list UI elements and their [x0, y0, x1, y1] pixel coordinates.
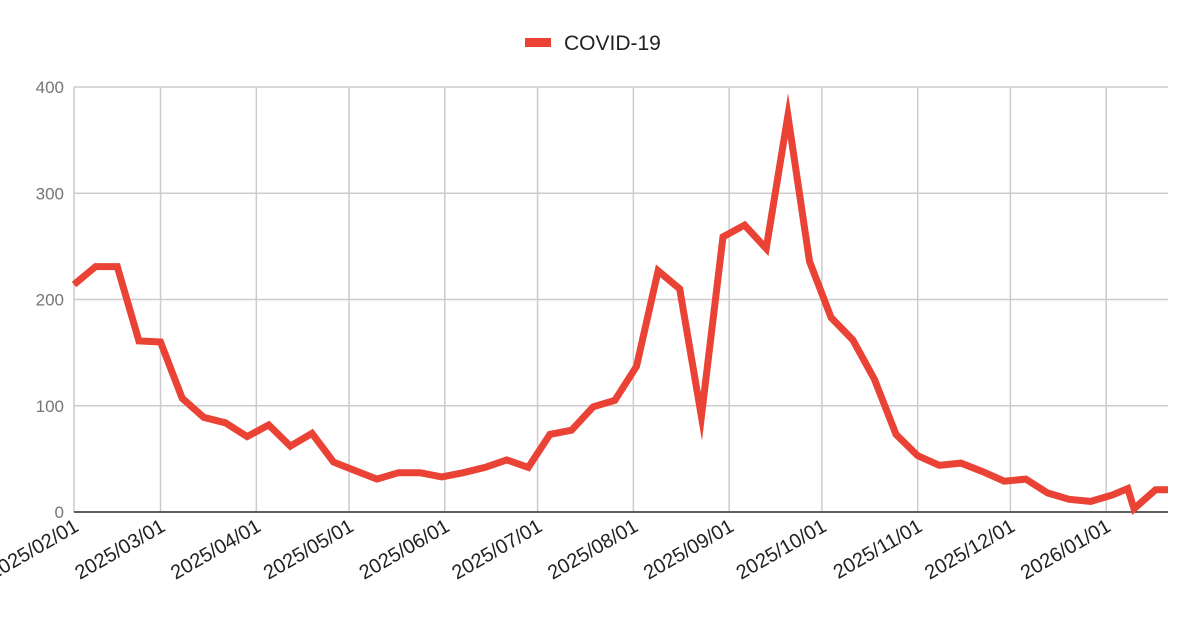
x-tick-label: 2025/07/01 [448, 515, 546, 584]
y-tick-label: 100 [36, 397, 64, 416]
y-tick-label: 300 [36, 184, 64, 203]
y-axis: 0 100 200 300 400 [36, 78, 64, 522]
x-tick-label: 2025/11/01 [830, 515, 926, 583]
x-tick-label: 2025/03/01 [71, 515, 169, 584]
x-tick-label: 2025/02/01 [0, 515, 83, 584]
x-tick-label: 2026/01/01 [1017, 515, 1115, 584]
series-line [71, 92, 1168, 516]
series-layer [71, 92, 1168, 516]
x-tick-label: 2025/09/01 [640, 515, 738, 584]
x-tick-label: 2025/04/01 [167, 515, 265, 584]
y-tick-label: 200 [36, 291, 64, 310]
legend-swatch [525, 38, 551, 47]
legend[interactable]: COVID-19 [525, 32, 661, 55]
x-tick-label: 2025/05/01 [260, 515, 358, 584]
x-tick-label: 2025/08/01 [544, 515, 642, 584]
grid [73, 86, 1168, 513]
x-tick-label: 2025/12/01 [921, 515, 1019, 584]
x-axis: 2025/02/012025/03/012025/04/012025/05/01… [0, 515, 1115, 584]
x-tick-label: 2025/06/01 [356, 515, 454, 584]
y-tick-label: 0 [55, 503, 64, 522]
x-tick-label: 2025/10/01 [733, 515, 831, 584]
y-tick-label: 400 [36, 78, 64, 97]
legend-label: COVID-19 [564, 32, 661, 55]
